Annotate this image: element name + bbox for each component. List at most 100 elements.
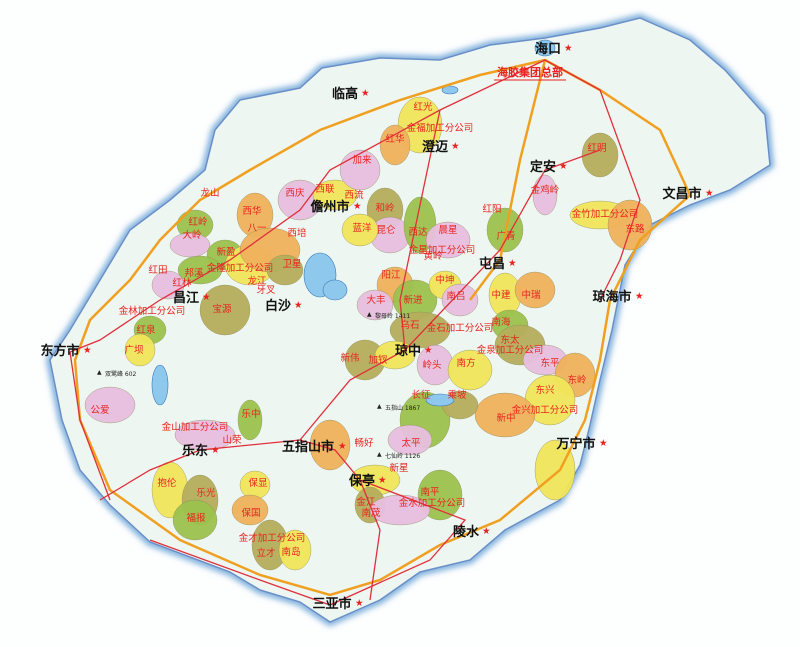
farm-label: 岭头 — [422, 359, 441, 371]
farm-label: 蓝洋 — [352, 222, 372, 234]
farm-label: 红明 — [587, 142, 606, 154]
farm-label: 西达 — [408, 226, 428, 238]
farm-label: 南海 — [491, 316, 511, 328]
farm-label: 龙山 — [200, 187, 219, 199]
city-label: 乐东 — [182, 443, 208, 459]
farm-label: 立才 — [256, 547, 275, 559]
city-star-icon: ★ — [508, 258, 517, 269]
road — [69, 59, 546, 353]
farm-area — [341, 213, 379, 247]
farm-label: 牙叉 — [256, 285, 276, 296]
farm-label: 金竹加工分公司 — [572, 208, 639, 220]
city-label: 陵水 — [453, 524, 480, 540]
city-label: 定安 — [529, 159, 556, 175]
farm-area — [534, 439, 576, 501]
city-star-icon: ★ — [451, 141, 460, 152]
farm-label: 晨星 — [438, 225, 457, 236]
city-label: 临高 — [332, 86, 358, 102]
farm-label: 东太 — [500, 334, 520, 346]
farm-area — [339, 149, 381, 191]
farm-area — [231, 494, 269, 526]
farm-label: 太平 — [401, 437, 421, 449]
farm-label: 金江 — [356, 496, 376, 508]
farm-label: 抱伦 — [157, 477, 177, 489]
farm-label: 金鸡岭 — [531, 184, 560, 196]
farm-label: 龙江 — [247, 275, 267, 287]
farm-label: 宝源 — [212, 303, 232, 315]
city-star-icon: ★ — [705, 188, 714, 199]
lake — [425, 393, 455, 407]
farm-label: 乘坡 — [447, 389, 467, 401]
city-star-icon: ★ — [564, 43, 573, 54]
farm-area — [389, 311, 451, 349]
farm-label: 公爱 — [90, 404, 109, 416]
city-label: 海口 — [535, 41, 561, 57]
farm-label: 福报 — [186, 512, 206, 524]
farm-label: 乐光 — [196, 487, 216, 499]
farm-label: 广坝 — [124, 344, 144, 356]
farm-label: 西流 — [344, 189, 364, 201]
mountain-peak-icon: ▲ — [367, 311, 372, 318]
farm-area — [447, 349, 493, 391]
city-star-icon: ★ — [202, 292, 211, 303]
farm-area — [199, 284, 251, 336]
city-label: 保亭 — [348, 473, 375, 489]
city-star-icon: ★ — [635, 291, 644, 302]
city-label: 文昌市 — [662, 186, 701, 202]
farm-label: 中建 — [491, 289, 511, 301]
farm-label: 八一 — [247, 223, 267, 234]
farm-area — [172, 499, 218, 541]
farm-label: 金兴加工分公司 — [512, 404, 579, 416]
farm-label: 中坤 — [435, 274, 454, 286]
farm-label: 金福加工分公司 — [407, 122, 474, 134]
city-label: 万宁市 — [555, 436, 595, 452]
mountain-peak-icon: ▲ — [377, 403, 382, 410]
road — [149, 479, 467, 606]
city-label: 昌江 — [173, 290, 199, 306]
city-label: 东方市 — [40, 343, 79, 359]
farm-label: 山荣 — [222, 434, 242, 446]
city-star-icon: ★ — [482, 526, 491, 537]
farm-label: 中瑞 — [521, 289, 541, 301]
road — [544, 59, 641, 301]
farm-label: 红光 — [413, 101, 433, 113]
farm-label: 金才加工分公司 — [239, 532, 306, 544]
city-label: 琼中 — [395, 343, 421, 359]
farm-area — [84, 386, 136, 424]
farm-label: 金泉加工分公司 — [477, 344, 544, 356]
farm-label: 阳江 — [381, 270, 401, 281]
farm-label: 东路 — [625, 223, 645, 235]
farm-area — [309, 419, 351, 471]
highway — [73, 58, 692, 597]
farm-label: 红田 — [148, 264, 167, 276]
city-star-icon: ★ — [294, 300, 303, 311]
farm-label: 邦溪 — [184, 267, 204, 279]
lake — [534, 39, 556, 57]
farm-area — [379, 124, 411, 166]
farm-area — [425, 221, 471, 259]
farm-label: 新伟 — [340, 352, 359, 364]
city-star-icon: ★ — [378, 475, 387, 486]
farm-label: 昆仑 — [376, 224, 396, 236]
farm-area — [266, 254, 304, 286]
mountain-peak-icon: ▲ — [377, 451, 382, 458]
farm-area — [387, 424, 433, 456]
highway — [469, 59, 547, 301]
city-label: 澄迈 — [422, 139, 448, 155]
farm-area — [514, 271, 556, 309]
farm-label: 保显 — [248, 477, 268, 489]
peak-label: 双鹭峰 602 — [105, 370, 137, 378]
farm-area — [532, 174, 558, 216]
farm-label: 金水加工分公司 — [399, 497, 466, 509]
lake — [151, 364, 169, 406]
road — [69, 351, 111, 501]
farm-label: 畅好 — [354, 437, 374, 449]
city-star-icon: ★ — [211, 445, 220, 456]
farm-label: 南吕 — [446, 290, 465, 302]
farm-area — [237, 399, 263, 441]
farm-area — [312, 179, 358, 211]
farm-label: 新进 — [403, 294, 423, 306]
peak-label: 七仙岭 1126 — [385, 452, 420, 460]
farm-label: 新盈 — [216, 246, 236, 258]
